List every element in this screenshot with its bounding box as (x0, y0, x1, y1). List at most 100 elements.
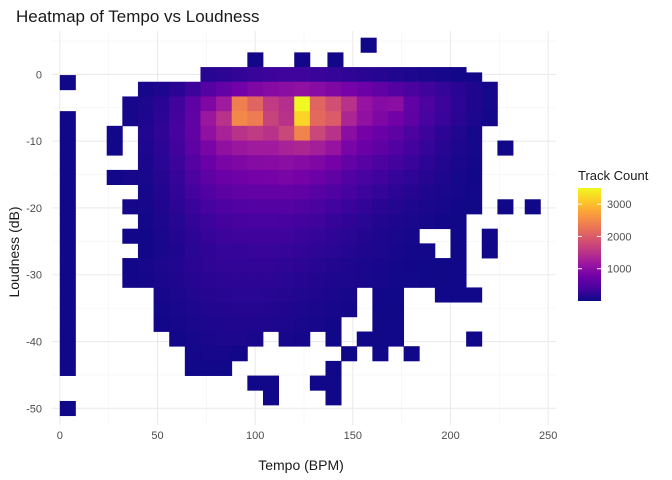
heatmap-cell (262, 287, 280, 303)
heatmap-cell (59, 400, 76, 417)
heatmap-cell (216, 360, 233, 376)
heatmap-cell (216, 228, 233, 244)
x-tick-label: 200 (441, 430, 459, 442)
heatmap-cell (231, 155, 248, 171)
heatmap-cell (231, 169, 248, 185)
y-axis-title: Loudness (dB) (6, 206, 22, 297)
heatmap-cell (59, 75, 76, 91)
heatmap-cell (137, 169, 154, 185)
heatmap-cell (278, 316, 295, 332)
heatmap-cell (372, 184, 389, 200)
heatmap-cell (247, 184, 264, 200)
heatmap-cell (325, 390, 342, 406)
heatmap-cell (434, 81, 451, 97)
heatmap-cell (169, 213, 186, 230)
heatmap-cell (216, 81, 233, 97)
heatmap-cell (372, 169, 389, 185)
heatmap-cell (137, 111, 154, 127)
heatmap-cell (153, 213, 170, 230)
heatmap-cell (278, 272, 295, 288)
heatmap-cell (356, 213, 373, 230)
heatmap-cell (341, 228, 358, 244)
heatmap-cell (434, 169, 451, 185)
heatmap-cell (262, 258, 280, 274)
heatmap-cell (278, 140, 295, 156)
heatmap-cell (372, 346, 389, 362)
heatmap-cell (231, 111, 248, 127)
heatmap-cell (247, 81, 264, 97)
heatmap-cell (184, 316, 201, 332)
heatmap-cell (388, 258, 405, 274)
heatmap-cell (231, 199, 248, 215)
heatmap-cell (294, 316, 311, 332)
heatmap-cell (294, 155, 311, 171)
heatmap-cell (216, 243, 233, 259)
heatmap-cell (419, 169, 436, 185)
heatmap-cell (403, 96, 420, 112)
heatmap-cell (388, 213, 405, 230)
heatmap-cell (153, 184, 170, 200)
heatmap-cell (419, 258, 436, 274)
heatmap-cell (59, 125, 76, 141)
heatmap-cell (450, 243, 467, 259)
heatmap-cell (325, 302, 342, 318)
y-tick-label: -40 (26, 337, 42, 349)
heatmap-cell (59, 287, 76, 303)
heatmap-cell (403, 81, 420, 97)
heatmap-cell (497, 199, 514, 215)
heatmap-cell (356, 272, 373, 288)
heatmap-cell (169, 184, 186, 200)
heatmap-cell (450, 169, 467, 185)
heatmap-cell (388, 287, 405, 303)
heatmap-cell (137, 199, 154, 215)
heatmap-cell (262, 155, 280, 171)
heatmap-cell (294, 243, 311, 259)
heatmap-cell (309, 243, 326, 259)
heatmap-cell (388, 331, 405, 347)
heatmap-cell (388, 81, 405, 97)
heatmap-cell (434, 96, 451, 112)
heatmap-cell (294, 213, 311, 230)
heatmap-cell (309, 67, 326, 83)
heatmap-cell (372, 287, 389, 303)
heatmap-cell (434, 125, 451, 141)
heatmap-cell (137, 272, 154, 288)
heatmap-cell (325, 125, 342, 141)
heatmap-cell (388, 169, 405, 185)
heatmap-cell (200, 155, 217, 171)
heatmap-cell (137, 213, 154, 230)
heatmap-cell (450, 111, 467, 127)
heatmap-cell (231, 331, 248, 347)
heatmap-cell (294, 184, 311, 200)
heatmap-cell (278, 67, 295, 83)
heatmap-cell (372, 155, 389, 171)
heatmap-cell (169, 111, 186, 127)
heatmap-cell (247, 140, 264, 156)
y-axis-ticks: 0 -10 -20 -30 -40 -50 (26, 69, 42, 415)
heatmap-cell (247, 213, 264, 230)
heatmap-cell (341, 302, 358, 318)
heatmap-cell (59, 302, 76, 318)
heatmap-cell (184, 140, 201, 156)
heatmap-cell (356, 169, 373, 185)
heatmap-cell (372, 96, 389, 112)
heatmap-cell (169, 316, 186, 332)
heatmap-cell (294, 169, 311, 185)
heatmap-cell (388, 243, 405, 259)
heatmap-cell (372, 272, 389, 288)
heatmap-cell (262, 81, 280, 97)
heatmap-cell (388, 155, 405, 171)
heatmap-cell (325, 213, 342, 230)
heatmap-cell (262, 375, 280, 391)
heatmap-cell (419, 213, 436, 230)
heatmap-cell (294, 258, 311, 274)
heatmap-cell (169, 81, 186, 97)
heatmap-cell (184, 346, 201, 362)
heatmap-cell (278, 287, 295, 303)
heatmap-cell (403, 228, 420, 244)
heatmap-cell (216, 346, 233, 362)
heatmap-cell (153, 258, 170, 274)
heatmap-cell (200, 258, 217, 274)
heatmap-cell (341, 155, 358, 171)
heatmap-cell (200, 360, 217, 376)
